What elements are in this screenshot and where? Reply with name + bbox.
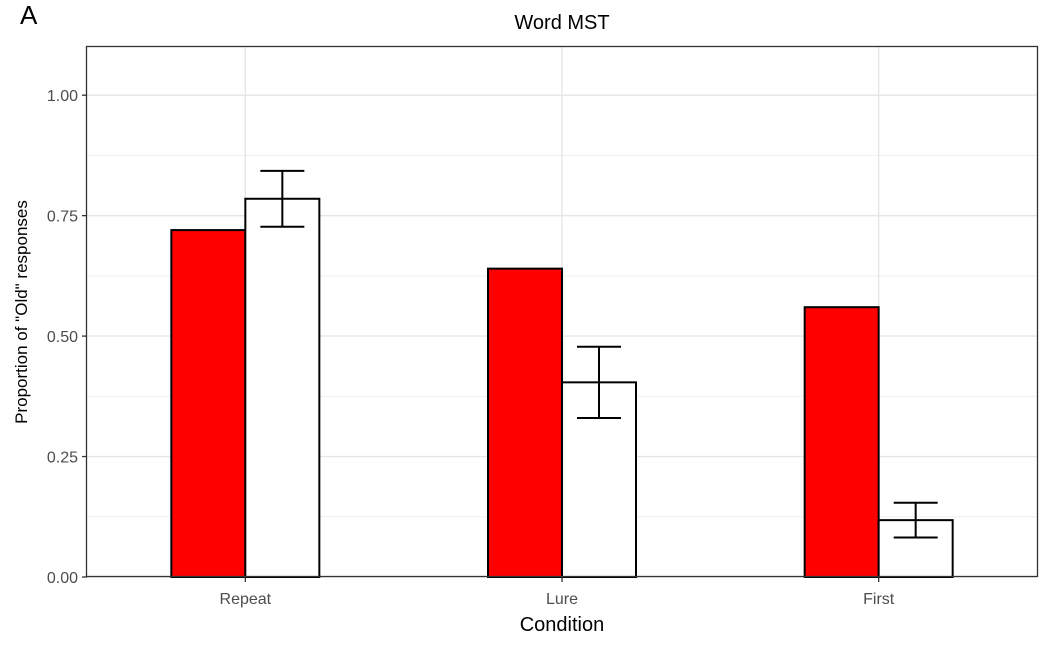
x-tick-label: Repeat	[220, 591, 272, 608]
bar-red-first	[803, 306, 880, 578]
x-tick-label: First	[863, 591, 895, 608]
y-tick-label: 0.00	[47, 570, 78, 587]
x-tick-label: Lure	[546, 591, 578, 608]
y-tick-label: 1.00	[47, 88, 78, 105]
x-axis-title: Condition	[520, 614, 605, 636]
error-bars	[260, 169, 938, 539]
bar-white-repeat	[244, 197, 321, 578]
y-tick-label: 0.25	[47, 450, 78, 467]
x-axis: Repeat Lure First	[220, 577, 895, 608]
chart-title: Word MST	[514, 12, 609, 34]
y-tick-label: 0.75	[47, 209, 78, 226]
y-axis-title: Proportion of "Old" responses	[12, 200, 31, 424]
y-axis: 0.00 0.25 0.50 0.75 1.00	[47, 88, 87, 587]
plot-border	[85, 45, 1039, 578]
bar-red-lure	[487, 267, 563, 578]
y-tick-label: 0.50	[47, 329, 78, 346]
panel-letter: A	[20, 0, 38, 30]
bar-red-repeat	[170, 229, 247, 578]
